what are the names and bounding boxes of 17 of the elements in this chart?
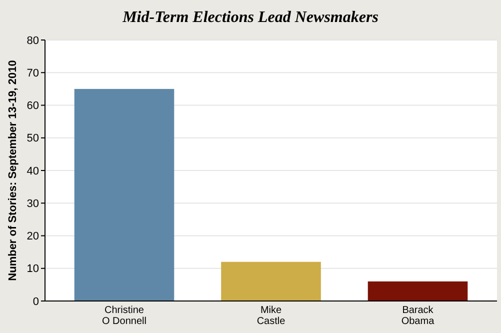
y-tick-label: 10 [26, 263, 39, 276]
y-tick-label: 80 [26, 34, 39, 47]
y-tick-label: 20 [26, 230, 39, 243]
y-tick-label: 40 [26, 165, 39, 178]
x-tick-label: Christine O Donnell [102, 305, 146, 327]
bar [368, 281, 468, 301]
y-tick-label: 30 [26, 198, 39, 210]
bar [74, 88, 174, 301]
y-axis-title: Number of Stories: September 13-19, 2010 [7, 60, 19, 281]
y-tick-label: 70 [26, 67, 39, 80]
y-tick-label: 0 [32, 296, 39, 308]
x-tick-label: Barack Obama [401, 305, 435, 327]
y-tick-label: 60 [26, 100, 39, 112]
bar [221, 262, 321, 301]
y-tick-label: 50 [26, 132, 39, 145]
x-tick-label: Mike Castle [256, 305, 286, 327]
chart-title: Mid-Term Elections Lead Newsmakers [122, 9, 378, 26]
